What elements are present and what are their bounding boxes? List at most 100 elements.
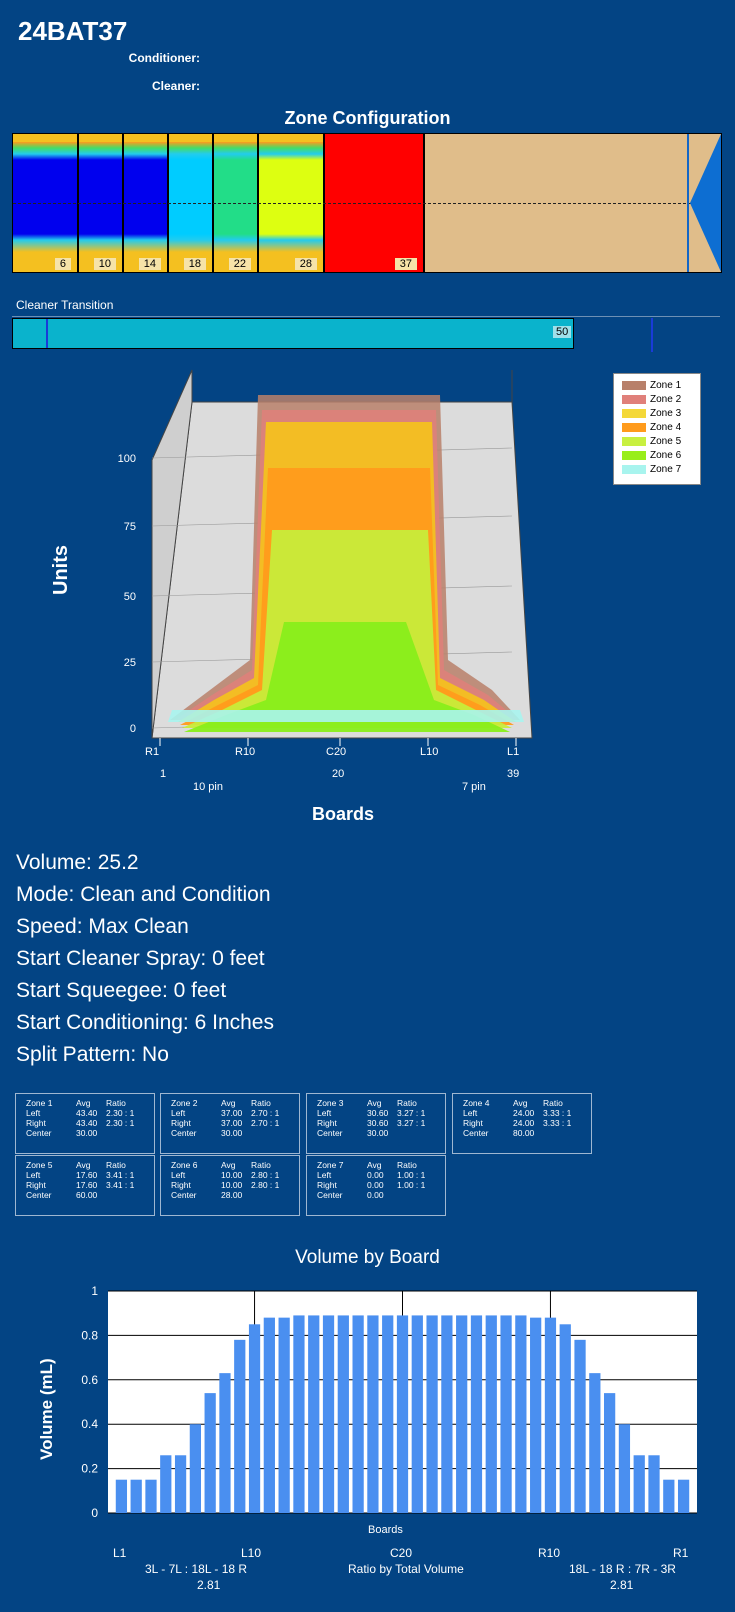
legend-swatch bbox=[622, 394, 646, 404]
legend-item: Zone 3 bbox=[614, 406, 700, 420]
zone-table-cell: 17.60 bbox=[76, 1180, 98, 1190]
volume-bar bbox=[160, 1455, 172, 1513]
zone-table-cell: Zone 3 bbox=[317, 1098, 344, 1108]
ratio-center-label: Ratio by Total Volume bbox=[348, 1562, 464, 1576]
conditioner-label: Conditioner: bbox=[128, 51, 200, 65]
zone-table-cell: Ratio bbox=[106, 1098, 126, 1108]
zone-table-cell: 3.33 : 1 bbox=[543, 1108, 572, 1118]
ratio-left-label: 3L - 7L : 18L - 18 R bbox=[145, 1562, 248, 1576]
zone-table-cell: 3.33 : 1 bbox=[543, 1118, 572, 1128]
zone-table-cell: Ratio bbox=[251, 1160, 271, 1170]
cleaner-label: Cleaner: bbox=[151, 79, 200, 93]
board-label-r10: R10 bbox=[538, 1546, 561, 1560]
zone-table-cell: Zone 2 bbox=[171, 1098, 198, 1108]
zone-table-cell: 17.60 bbox=[76, 1170, 98, 1180]
zone-table-cell: Center bbox=[26, 1128, 52, 1138]
volume-chart-xlabel: Boards bbox=[368, 1524, 403, 1536]
zone-table-cell: 3.41 : 1 bbox=[106, 1170, 135, 1180]
volume-bar bbox=[604, 1393, 616, 1513]
zone-table-cell: Center bbox=[26, 1190, 52, 1200]
x-tick-c20: C20 bbox=[326, 746, 347, 758]
zone-table-cell: 30.60 bbox=[367, 1118, 389, 1128]
volume-bar bbox=[648, 1455, 660, 1513]
x-tick-l1: L1 bbox=[507, 746, 520, 758]
volume-bar bbox=[293, 1315, 305, 1513]
zone-table-cell: 3.27 : 1 bbox=[397, 1108, 426, 1118]
legend-item: Zone 4 bbox=[614, 420, 700, 434]
zone-table-cell: 2.70 : 1 bbox=[251, 1108, 280, 1118]
zone-number: 37 bbox=[394, 258, 417, 270]
pin-deck-marker bbox=[687, 134, 721, 272]
page-title: 24BAT37 bbox=[18, 16, 128, 46]
y-tick-label: 0 bbox=[91, 1506, 98, 1520]
zone-table-cell: 80.00 bbox=[513, 1128, 535, 1138]
zone-table-cell: 2.30 : 1 bbox=[106, 1108, 135, 1118]
zone-number: 6 bbox=[54, 258, 71, 270]
zone-table-cell: 37.00 bbox=[221, 1108, 243, 1118]
y-axis-label: Units bbox=[50, 545, 72, 595]
volume-bar bbox=[515, 1315, 527, 1513]
zone-table-cell: Right bbox=[317, 1118, 337, 1128]
mode-text: Mode: Clean and Condition bbox=[16, 883, 271, 906]
zone-table-cell: Left bbox=[26, 1108, 41, 1118]
legend-item: Zone 1 bbox=[614, 378, 700, 392]
zone-table-cell: 37.00 bbox=[221, 1118, 243, 1128]
legend-item: Zone 2 bbox=[614, 392, 700, 406]
volume-bar bbox=[382, 1315, 394, 1513]
volume-bar bbox=[589, 1373, 601, 1513]
zone-table-cell: 0.00 bbox=[367, 1170, 384, 1180]
volume-bar bbox=[633, 1455, 645, 1513]
cleaner-transition-bar bbox=[12, 318, 574, 349]
legend-item: Zone 7 bbox=[614, 462, 700, 476]
zone-number: 10 bbox=[93, 258, 116, 270]
volume-bar bbox=[219, 1373, 231, 1513]
start-cleaner-spray-text: Start Cleaner Spray: 0 feet bbox=[16, 947, 265, 970]
legend-swatch bbox=[622, 436, 646, 446]
y-tick-label: 0.2 bbox=[81, 1462, 98, 1476]
zone-table-cell: Avg bbox=[221, 1160, 236, 1170]
volume-text: Volume: 25.2 bbox=[16, 851, 139, 874]
zone-table-cell: 3.27 : 1 bbox=[397, 1118, 426, 1128]
zone-table-cell: Ratio bbox=[543, 1098, 563, 1108]
zone-table-cell: Center bbox=[463, 1128, 489, 1138]
y-tick-label: 0.8 bbox=[81, 1328, 98, 1342]
speed-text: Speed: Max Clean bbox=[16, 915, 189, 938]
zone-table-cell: 2.80 : 1 bbox=[251, 1170, 280, 1180]
pin-label-7: 7 pin bbox=[462, 781, 486, 793]
legend-label: Zone 6 bbox=[650, 449, 682, 461]
board-label-r1: R1 bbox=[673, 1546, 689, 1560]
volume-bar bbox=[115, 1479, 128, 1513]
legend-label: Zone 4 bbox=[650, 421, 682, 433]
volume-bar bbox=[204, 1393, 216, 1513]
board-num-39: 39 bbox=[507, 768, 520, 780]
zone-table-cell: Zone 7 bbox=[317, 1160, 344, 1170]
zone-table-cell: Right bbox=[171, 1180, 191, 1190]
board-label-l10: L10 bbox=[241, 1546, 262, 1560]
volume-bar bbox=[441, 1315, 453, 1513]
y-tick-label: 100 bbox=[118, 453, 136, 465]
x-tick-l10: L10 bbox=[420, 746, 439, 758]
volume-bar bbox=[677, 1479, 690, 1513]
zone-table-cell: 2.80 : 1 bbox=[251, 1180, 280, 1190]
zone-table-cell: 30.00 bbox=[221, 1128, 243, 1138]
legend-swatch bbox=[622, 380, 646, 390]
zone-table-cell: Left bbox=[26, 1170, 41, 1180]
volume-bar bbox=[470, 1315, 483, 1513]
zone-table: Zone 6 Avg Ratio Left 10.00 2.80 : 1 Right 10.0… bbox=[160, 1155, 300, 1216]
volume-bar bbox=[367, 1315, 379, 1513]
zone-table-cell: Center bbox=[171, 1128, 197, 1138]
volume-bar bbox=[130, 1479, 142, 1513]
zone-table-cell: 2.70 : 1 bbox=[251, 1118, 280, 1128]
zone-table-cell: 10.00 bbox=[221, 1170, 243, 1180]
volume-bar bbox=[663, 1479, 675, 1513]
zone-units-chart: 100 75 50 25 0 bbox=[118, 369, 533, 746]
zone-table-cell: 1.00 : 1 bbox=[397, 1170, 426, 1180]
zone-config-bar: 6 10 14 18 22 28 37 bbox=[12, 133, 722, 273]
ratio-right-value: 2.81 bbox=[610, 1578, 634, 1592]
legend-label: Zone 5 bbox=[650, 435, 682, 447]
volume-bar bbox=[145, 1479, 157, 1513]
zone-table-cell: Left bbox=[171, 1108, 186, 1118]
volume-bar bbox=[456, 1315, 468, 1513]
zone-table-cell: Left bbox=[317, 1170, 332, 1180]
zone-table-cell: Zone 4 bbox=[463, 1098, 490, 1108]
